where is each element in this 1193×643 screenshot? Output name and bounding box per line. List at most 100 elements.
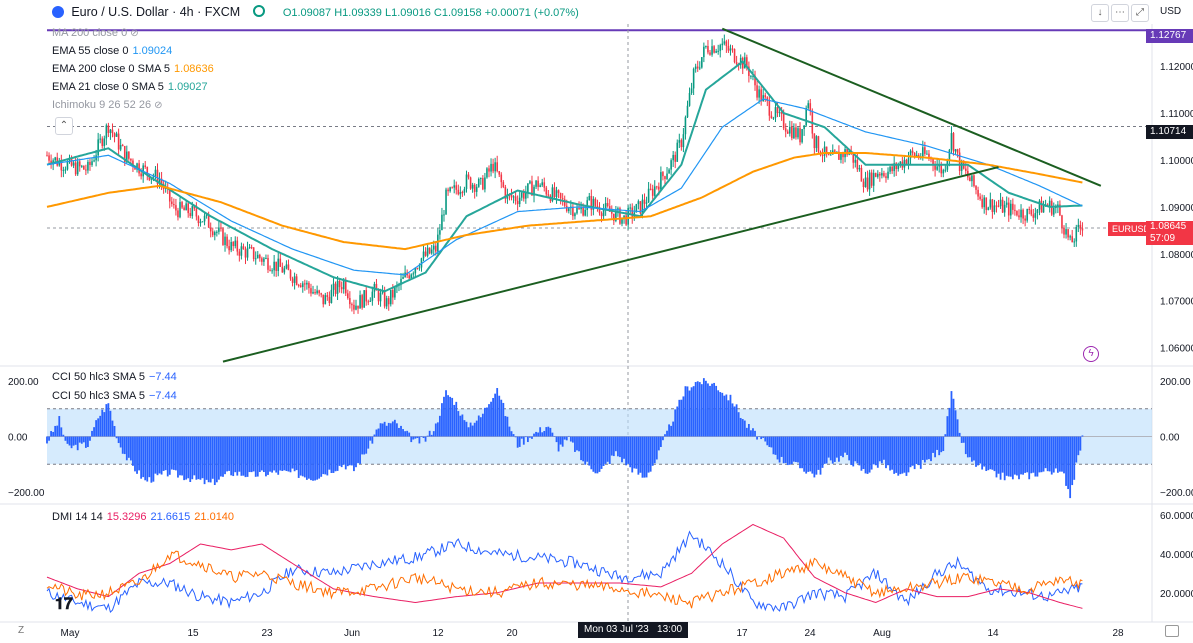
candle-body <box>54 157 56 161</box>
candle-body <box>338 280 341 288</box>
legend-ema200[interactable]: EMA 200 close 0 SMA 5 1.08636 <box>52 63 214 75</box>
cci-bar <box>146 436 149 482</box>
cci-bar <box>168 436 171 475</box>
more-icon[interactable]: ⋯ <box>1111 4 1129 22</box>
zoom-icon[interactable]: Z <box>18 625 25 636</box>
cci-bar <box>424 436 427 442</box>
eye-off-icon[interactable]: ⊘ <box>130 28 139 39</box>
cci-bar <box>946 416 949 437</box>
candle-body <box>703 46 705 58</box>
cci-bar <box>756 436 758 440</box>
candle-body <box>868 172 871 190</box>
candle-body <box>287 264 290 271</box>
symbol-icon[interactable] <box>52 6 64 18</box>
candle-body <box>244 249 247 258</box>
candle-body <box>989 199 992 208</box>
cci-bar <box>74 436 77 445</box>
cci-bar <box>385 425 388 437</box>
cci-bar <box>907 436 910 473</box>
cci-bar <box>590 436 593 470</box>
candle-body <box>340 287 343 290</box>
cci-bar <box>514 436 517 438</box>
candle-body <box>496 162 498 172</box>
cci-bar <box>617 436 619 457</box>
cci-bar <box>547 426 550 437</box>
candle-body <box>445 189 447 215</box>
cci-bar <box>484 407 486 437</box>
cci-bar <box>760 436 763 440</box>
candle-body <box>109 129 112 133</box>
candle-body <box>58 161 61 166</box>
candle-body <box>171 201 173 204</box>
legend-cci-2[interactable]: CCI 50 hlc3 SMA 5 −7.44 <box>52 390 177 402</box>
cci-bar <box>1069 436 1072 499</box>
cci-bar <box>614 436 617 452</box>
candle-body <box>645 202 648 204</box>
alert-lightning-icon[interactable]: ϟ <box>1083 346 1099 362</box>
cci-bar <box>874 436 877 466</box>
candle-body <box>580 207 582 210</box>
cci-bar <box>633 436 636 469</box>
legend-ema55[interactable]: EMA 55 close 0 1.09024 <box>52 45 172 57</box>
arrow-down-icon[interactable]: ↓ <box>1091 4 1109 22</box>
cci-bar <box>991 436 994 470</box>
cci-bar <box>958 432 961 437</box>
legend-ema21[interactable]: EMA 21 close 0 SMA 5 1.09027 <box>52 81 208 93</box>
legend-ichimoku[interactable]: Ichimoku 9 26 52 26 ⊘ <box>52 99 163 111</box>
candle-body <box>218 227 220 232</box>
candle-body <box>121 145 124 147</box>
cci-bar <box>334 436 337 472</box>
candle-body <box>911 150 914 153</box>
cci-bar <box>668 424 670 437</box>
cci-bar <box>651 436 654 466</box>
cci-bar <box>860 436 863 471</box>
cci-bar <box>103 412 106 437</box>
candle-body <box>213 232 216 236</box>
candle-body <box>854 159 857 163</box>
settings-icon[interactable] <box>1165 625 1179 637</box>
candle-body <box>774 107 777 118</box>
cci-bar <box>966 436 969 458</box>
candle-body <box>156 169 159 184</box>
cci-bar <box>901 436 904 474</box>
cci-bar <box>1077 436 1080 456</box>
cci-bar <box>608 436 611 464</box>
legend-ma200[interactable]: MA 200 close 0 ⊘ <box>52 27 139 39</box>
cci-bar <box>506 416 509 437</box>
candle-body <box>418 267 421 269</box>
cci-bar <box>635 436 638 469</box>
legend-dmi[interactable]: DMI 14 14 15.3296 21.6615 21.0140 <box>52 511 234 523</box>
candle-body <box>735 62 738 65</box>
x-tick-label: May <box>61 628 80 639</box>
cci-bar <box>305 436 308 480</box>
currency-label[interactable]: USD <box>1160 6 1182 17</box>
maximize-icon[interactable]: ⤢ <box>1131 4 1149 22</box>
cci-bar <box>842 436 844 458</box>
cci-bar <box>105 404 108 437</box>
cci-bar <box>950 391 953 437</box>
collapse-legend-icon[interactable]: ⌃ <box>55 117 73 135</box>
candle-body <box>866 177 869 190</box>
cci-bar <box>647 436 650 473</box>
legend-cci-1[interactable]: CCI 50 hlc3 SMA 5 −7.44 <box>52 371 177 383</box>
candle-body <box>725 41 728 46</box>
candle-body <box>574 213 576 217</box>
candle-body <box>428 247 431 254</box>
candle-body <box>670 160 672 170</box>
cci-bar <box>136 436 138 474</box>
candle-body <box>381 291 384 293</box>
candle-body <box>93 160 95 162</box>
cci-bar <box>381 423 384 437</box>
eye-off-icon[interactable]: ⊘ <box>154 100 163 111</box>
symbol-title[interactable]: Euro / U.S. Dollar · 4h · FXCM <box>71 5 241 19</box>
candle-body <box>1001 199 1004 213</box>
candle-body <box>336 280 339 294</box>
candle-body <box>717 50 719 52</box>
candle-body <box>1065 229 1067 235</box>
cci-bar <box>713 382 715 437</box>
cci-bar <box>868 436 871 473</box>
candle-body <box>535 180 537 187</box>
candle-body <box>185 203 187 211</box>
candle-body <box>195 208 198 217</box>
